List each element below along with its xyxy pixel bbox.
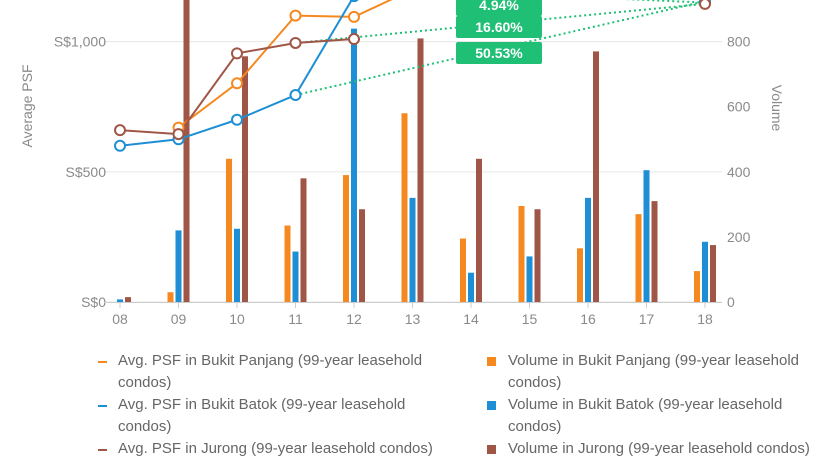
x-tick-label: 09 (171, 311, 187, 327)
volume-bar (359, 209, 365, 302)
legend-label: Avg. PSF in Bukit Batok (99-year leaseho… (118, 396, 406, 435)
legend-label: Volume in Jurong (99-year leasehold cond… (508, 440, 810, 457)
volume-bar (175, 230, 182, 302)
volume-bar (284, 225, 291, 302)
volume-bar (643, 170, 650, 302)
legend-label: Volume in Bukit Batok (99-year leasehold… (508, 396, 783, 435)
y-left-tick-label: S$1,000 (54, 34, 106, 50)
volume-bar (710, 245, 716, 302)
x-tick-label: 18 (697, 311, 713, 327)
psf-point (699, 0, 711, 10)
legend-item-volume-jurong[interactable]: Volume in Jurong (99-year leasehold cond… (487, 438, 828, 460)
legend-line-marker (98, 449, 107, 451)
chart: S$0 S$500 S$1,000 0 200 400 600 800 08 09 10 11 12 13… (19, 0, 785, 327)
legend-label: Avg. PSF in Jurong (99-year leasehold co… (118, 440, 433, 457)
psf-line (179, 0, 706, 128)
y-right-axis-title: Volume (769, 85, 785, 132)
volume-bar (593, 51, 599, 302)
psf-line (120, 4, 705, 134)
volume-bar (292, 251, 299, 302)
psf-point (231, 113, 243, 126)
volume-bar (343, 175, 349, 302)
volume-bar (534, 209, 541, 302)
volume-bar (409, 197, 416, 302)
volume-bar (242, 56, 248, 303)
psf-point (231, 77, 243, 90)
x-tick-label: 08 (112, 311, 128, 327)
psf-point (172, 128, 185, 141)
x-tick-label: 12 (346, 311, 362, 327)
psf-point (289, 36, 302, 49)
y-left-axis-title: Average PSF (19, 64, 35, 147)
y-right-tick-label: 400 (727, 164, 751, 180)
volume-bar (468, 272, 474, 302)
legend-item-psf-bukit-batok[interactable]: Avg. PSF in Bukit Batok (99-year leaseho… (98, 394, 448, 438)
legend-item-volume-bukit-panjang[interactable]: Volume in Bukit Panjang (99-year leaseho… (487, 350, 818, 394)
psf-point (348, 10, 360, 23)
volume-bar (300, 178, 307, 302)
psf-line (120, 0, 705, 146)
legend-item-psf-bukit-panjang[interactable]: Avg. PSF in Bukit Panjang (99-year lease… (98, 350, 448, 394)
legend-item-volume-bukit-batok[interactable]: Volume in Bukit Batok (99-year leasehold… (487, 394, 818, 438)
psf-point (289, 89, 302, 102)
volume-bar (234, 228, 240, 302)
y-left-tick-label: S$0 (81, 294, 106, 310)
legend-square-marker (487, 401, 496, 410)
psf-point (114, 124, 126, 137)
volume-bar (526, 256, 533, 302)
x-tick-label: 10 (229, 311, 245, 327)
legend-square-marker (487, 357, 496, 366)
x-tick-label: 16 (580, 311, 596, 327)
callout-bukit-panjang-growth: 4.94% (456, 0, 542, 16)
volume-bar (226, 158, 232, 302)
callout-bukit-batok-growth: 16.60% (456, 16, 542, 38)
volume-bar (460, 238, 466, 302)
volume-bar (577, 248, 583, 302)
legend-line-marker (98, 361, 107, 363)
x-tick-label: 11 (288, 311, 303, 327)
psf-point (348, 33, 360, 46)
volume-bar (635, 214, 642, 302)
volume-bar (702, 241, 708, 302)
x-tick-label: 15 (522, 311, 538, 327)
y-left-tick-label: S$500 (66, 164, 107, 180)
psf-point (349, 0, 359, 3)
volume-bar (585, 197, 591, 302)
legend-item-psf-jurong[interactable]: Avg. PSF in Jurong (99-year leasehold co… (98, 438, 458, 460)
psf-point (289, 9, 302, 22)
callout-jurong-growth: 50.53% (456, 42, 542, 64)
volume-bar (117, 299, 123, 302)
legend-line-marker (98, 405, 107, 407)
legend-square-marker (487, 445, 496, 454)
y-right-tick-label: 800 (727, 34, 751, 50)
psf-point (231, 47, 243, 60)
volume-bar (518, 205, 525, 302)
x-tick-label: 17 (639, 311, 655, 327)
y-right-tick-label: 600 (727, 99, 751, 115)
legend-label: Avg. PSF in Bukit Panjang (99-year lease… (118, 352, 423, 391)
volume-bar (694, 271, 700, 302)
volume-bar (651, 201, 658, 302)
volume-bar (183, 0, 190, 302)
volume-bar (401, 113, 408, 302)
volume-bar (476, 158, 482, 302)
volume-bar (167, 292, 174, 302)
x-tick-label: 14 (463, 311, 479, 327)
psf-point (114, 139, 126, 152)
volume-bar (125, 297, 131, 302)
x-tick-label: 13 (405, 311, 421, 327)
y-right-tick-label: 200 (727, 229, 751, 245)
legend: Avg. PSF in Bukit Panjang (99-year lease… (0, 346, 830, 468)
volume-bar (417, 38, 424, 302)
legend-label: Volume in Bukit Panjang (99-year leaseho… (508, 352, 800, 391)
volume-bar (351, 28, 357, 302)
y-right-tick-label: 0 (727, 294, 735, 310)
